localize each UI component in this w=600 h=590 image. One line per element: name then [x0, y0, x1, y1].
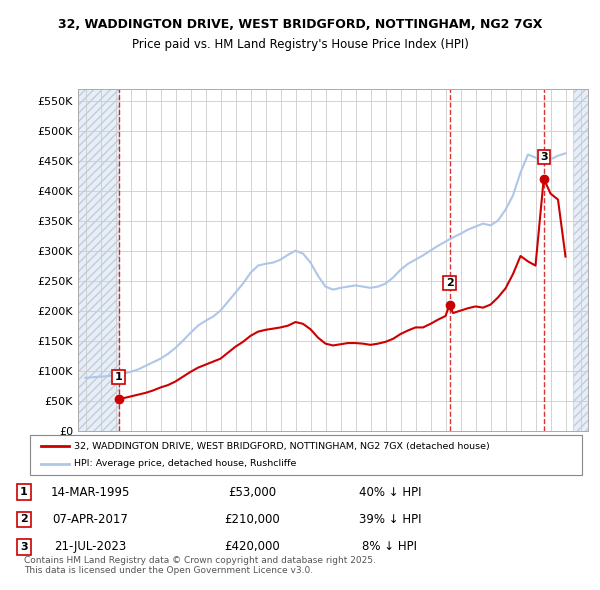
Text: 1: 1: [20, 487, 28, 497]
Text: HPI: Average price, detached house, Rushcliffe: HPI: Average price, detached house, Rush…: [74, 459, 296, 468]
FancyBboxPatch shape: [30, 435, 582, 475]
Text: 40% ↓ HPI: 40% ↓ HPI: [359, 486, 421, 499]
Bar: [78, 88, 119, 431]
Text: £53,000: £53,000: [228, 486, 276, 499]
Text: 21-JUL-2023: 21-JUL-2023: [54, 540, 126, 553]
Text: 07-APR-2017: 07-APR-2017: [52, 513, 128, 526]
Text: 3: 3: [20, 542, 28, 552]
Text: 39% ↓ HPI: 39% ↓ HPI: [359, 513, 421, 526]
Text: 32, WADDINGTON DRIVE, WEST BRIDGFORD, NOTTINGHAM, NG2 7GX: 32, WADDINGTON DRIVE, WEST BRIDGFORD, NO…: [58, 18, 542, 31]
Text: 3: 3: [540, 152, 548, 162]
Text: 2: 2: [446, 278, 454, 288]
Text: 8% ↓ HPI: 8% ↓ HPI: [362, 540, 418, 553]
Text: 14-MAR-1995: 14-MAR-1995: [50, 486, 130, 499]
Text: 2: 2: [20, 514, 28, 525]
Text: Price paid vs. HM Land Registry's House Price Index (HPI): Price paid vs. HM Land Registry's House …: [131, 38, 469, 51]
Text: £210,000: £210,000: [224, 513, 280, 526]
Text: 1: 1: [115, 372, 122, 382]
Text: Contains HM Land Registry data © Crown copyright and database right 2025.
This d: Contains HM Land Registry data © Crown c…: [24, 556, 376, 575]
Bar: [573, 88, 588, 431]
Text: 32, WADDINGTON DRIVE, WEST BRIDGFORD, NOTTINGHAM, NG2 7GX (detached house): 32, WADDINGTON DRIVE, WEST BRIDGFORD, NO…: [74, 441, 490, 451]
Text: £420,000: £420,000: [224, 540, 280, 553]
